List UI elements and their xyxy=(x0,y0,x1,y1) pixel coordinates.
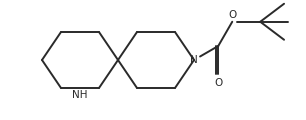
Text: O: O xyxy=(228,10,236,20)
Text: O: O xyxy=(214,78,222,88)
Text: N: N xyxy=(190,55,198,65)
Text: NH: NH xyxy=(72,90,88,100)
